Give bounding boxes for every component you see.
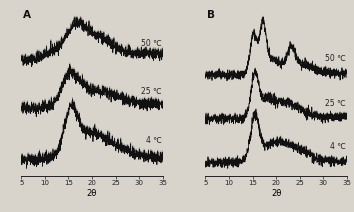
Text: 50 ℃: 50 ℃ <box>325 54 346 63</box>
X-axis label: 2θ: 2θ <box>87 189 97 198</box>
Text: B: B <box>207 10 215 20</box>
Text: 50 ℃: 50 ℃ <box>141 39 161 48</box>
X-axis label: 2θ: 2θ <box>271 189 281 198</box>
Text: 25 ℃: 25 ℃ <box>325 99 346 108</box>
Text: 25 ℃: 25 ℃ <box>141 87 161 96</box>
Text: 4 ℃: 4 ℃ <box>330 142 346 151</box>
Text: 4 ℃: 4 ℃ <box>145 136 161 145</box>
Text: A: A <box>23 10 31 20</box>
